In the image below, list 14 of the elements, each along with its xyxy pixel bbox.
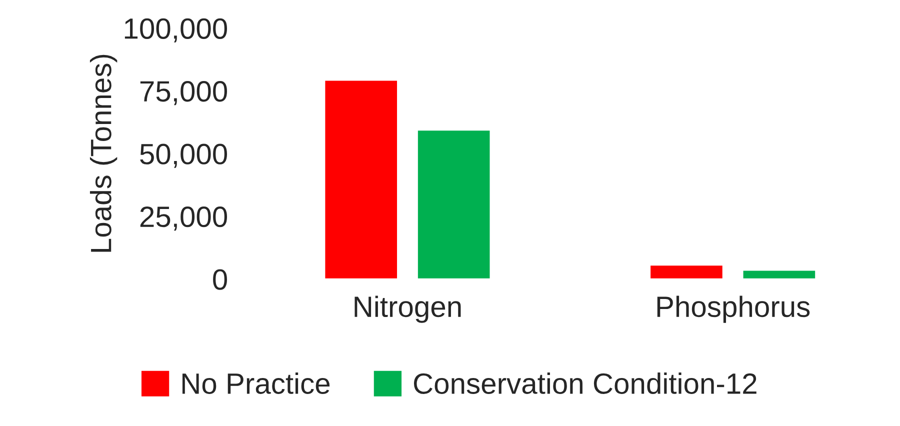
x-tick-label: Nitrogen [354, 296, 461, 323]
y-tick-label: 100,000 [124, 18, 228, 42]
y-tick-label: 50,000 [140, 144, 227, 168]
bar [324, 79, 398, 280]
y-tick-label: 75,000 [140, 81, 227, 106]
x-tick-label: Phosphorus [657, 296, 810, 323]
legend-label: Conservation Condition-12 [414, 372, 756, 394]
y-tick-label: 25,000 [140, 206, 227, 231]
bar [742, 269, 816, 280]
y-tick-label: 0 [213, 269, 227, 290]
bar [416, 129, 492, 280]
y-axis-title: Loads (Tonnes) [90, 54, 118, 252]
legend-label: No Practice [182, 372, 330, 394]
bar [649, 264, 724, 280]
